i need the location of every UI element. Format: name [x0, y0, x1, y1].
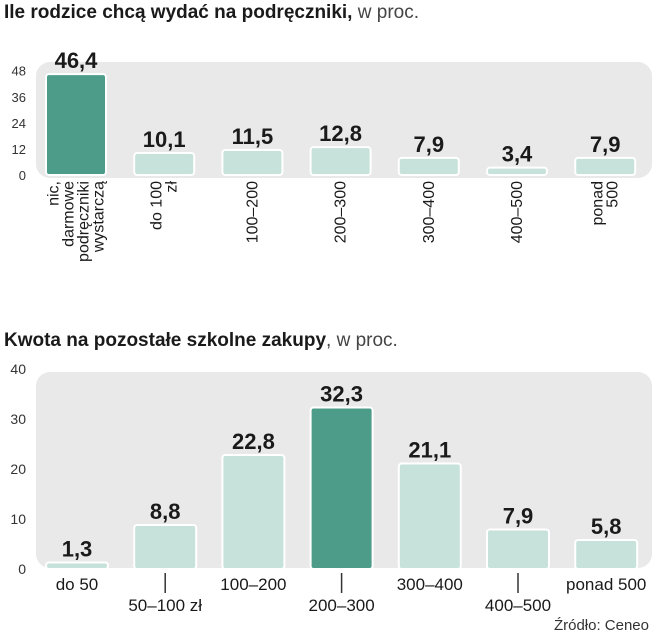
source-note: Źródło: Ceneo [553, 617, 649, 634]
chart1-value-label: 46,4 [55, 48, 99, 73]
chart1-ytick-label: 48 [12, 64, 26, 79]
chart2-category-label: 400–500 [485, 596, 551, 615]
chart2-ytick-label: 40 [10, 361, 26, 377]
chart1-value-label: 3,4 [502, 142, 533, 167]
chart2-ytick-label: 20 [10, 461, 26, 477]
chart2-value-label: 22,8 [232, 429, 275, 454]
chart1-bar [221, 149, 284, 176]
chart1-unit: w proc. [357, 2, 419, 23]
chart1-category-label: 300–400 [421, 181, 438, 243]
chart1-value-label: 11,5 [232, 124, 274, 149]
chart1-category-label: do 100zł [149, 181, 181, 230]
chart2-value-label: 21,1 [408, 438, 451, 463]
chart2-bar [574, 539, 639, 570]
chart1-value-label: 7,9 [590, 132, 621, 157]
chart1-ytick-label: 36 [12, 90, 26, 105]
chart1-bar [486, 166, 548, 177]
chart1-category-label: 200–300 [333, 181, 350, 243]
chart1-plot-area [36, 62, 652, 178]
chart2-value-label: 1,3 [62, 537, 93, 562]
chart2-value-label: 7,9 [503, 504, 534, 529]
chart1-value-label: 10,1 [143, 127, 186, 152]
chart1-bar [574, 156, 637, 176]
chart2-category-label: do 50 [56, 575, 99, 594]
chart1-ytick-label: 0 [19, 168, 26, 183]
chart2-category-label: ponad 500 [566, 575, 646, 594]
chart2-bar [486, 528, 550, 570]
chart2-title: Kwota na pozostałe szkolne zakupy, w pro… [4, 330, 398, 352]
chart1-category-label: 100–200 [244, 181, 261, 243]
chart2-value-label: 8,8 [150, 499, 181, 524]
chart2-bar [309, 406, 374, 570]
chart2-bar [45, 561, 109, 570]
chart2-ytick-label: 30 [10, 411, 26, 427]
chart1-bar [397, 156, 460, 176]
chart2-ytick-label: 0 [18, 561, 26, 577]
chart1-value-label: 7,9 [414, 132, 445, 157]
chart2-category-label: 300–400 [397, 575, 463, 594]
chart1-ytick-label: 12 [12, 142, 26, 157]
chart1-bar [309, 146, 372, 176]
chart1-category-label: ponad500 [590, 181, 622, 226]
chart2-category-label: 100–200 [220, 575, 286, 594]
chart1-title-text: Ile rodzice chcą wydać na podręczniki, [4, 2, 353, 23]
chart2-bar [221, 454, 286, 570]
chart1-title: Ile rodzice chcą wydać na podręczniki, w… [4, 2, 419, 24]
chart2-bar [397, 462, 462, 570]
chart2-title-text: Kwota na pozostałe szkolne zakupy [4, 330, 327, 351]
chart2-category-label: 50–100 zł [128, 596, 202, 615]
chart2-category-label: 200–300 [309, 596, 375, 615]
chart1-bar [133, 152, 196, 177]
chart2-value-label: 32,3 [320, 382, 363, 407]
chart1-value-label: 12,8 [319, 121, 362, 146]
chart1-bar [45, 73, 107, 176]
chart1-category-label: nic,darmowepodręcznikiwystarczą [46, 181, 108, 262]
chart2-unit: , w proc. [326, 330, 398, 351]
chart1-category-label: 400–500 [509, 181, 526, 243]
chart2-value-label: 5,8 [591, 514, 622, 539]
chart1-ytick-label: 24 [12, 116, 26, 131]
chart2-bar [133, 524, 198, 570]
chart2-ytick-label: 10 [10, 511, 26, 527]
